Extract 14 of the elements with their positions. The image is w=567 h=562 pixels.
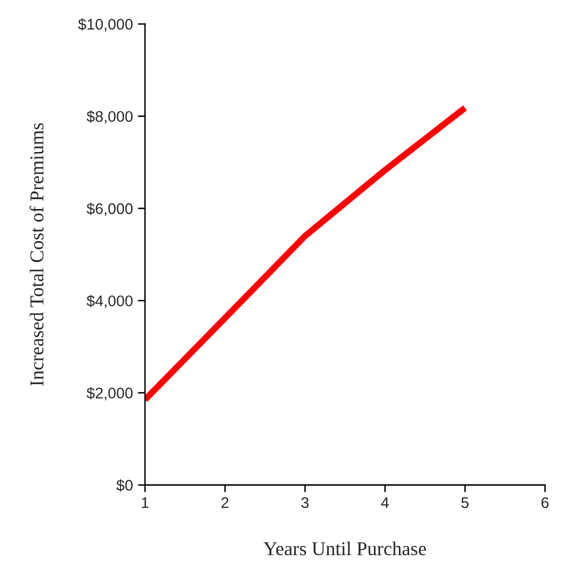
x-tick-label: 2 (222, 497, 228, 508)
y-axis-title: Increased Total Cost of Premiums (30, 123, 44, 386)
y-tick-label: $10,000 (78, 18, 133, 32)
x-tick-label: 5 (461, 497, 469, 508)
x-tick-label: 3 (301, 497, 309, 508)
y-tick-label: $8,000 (86, 110, 133, 124)
x-axis-title: Years Until Purchase (264, 542, 426, 556)
y-tick-label: $4,000 (86, 294, 133, 308)
y-tick-label: $0 (116, 479, 133, 492)
x-tick-label: 1 (142, 497, 149, 508)
x-tick-label: 6 (542, 497, 549, 508)
x-tick-label: 4 (381, 497, 389, 508)
y-tick-label: $6,000 (86, 202, 133, 216)
y-tick-label: $2,000 (86, 387, 133, 400)
